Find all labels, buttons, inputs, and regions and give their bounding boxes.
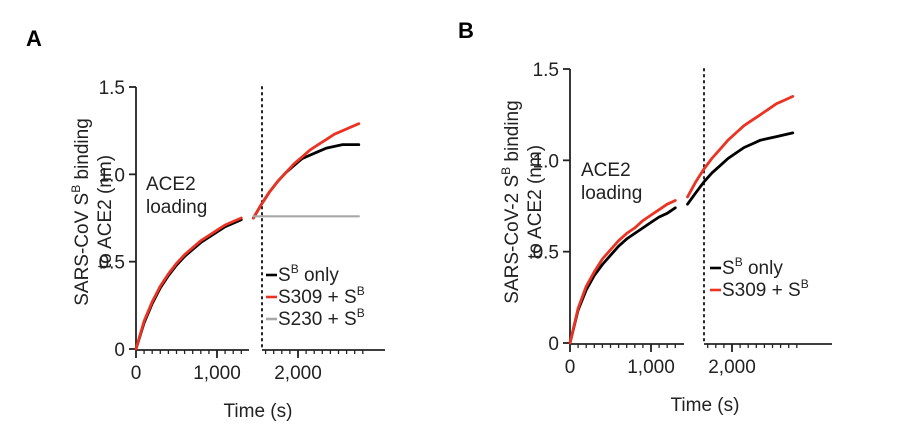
series-line-sb-only <box>251 143 361 220</box>
y-tick-label: 1.0 <box>99 165 125 186</box>
panel-b: B 0 0.5 1.0 1.5 0 1,000 2,000 Time (s) SARS-CoV-2… <box>458 18 832 416</box>
y-axis-title: SARS-CoV SB bindingto ACE2 (nm) <box>69 118 116 306</box>
x-tick-label: 1,000 <box>193 363 241 384</box>
series-line-s309-sb-loading- <box>568 199 677 345</box>
x-axis-title: Time (s) <box>671 395 740 416</box>
y-tick-label: 1.0 <box>533 151 559 172</box>
legend-label: S230 + SB <box>278 306 365 330</box>
panel-letter: A <box>26 26 42 51</box>
y-tick-label: 0 <box>548 334 559 355</box>
series-line-sb-only <box>686 131 795 206</box>
legend-label: S309 + SB <box>722 277 809 301</box>
series-line-sb-only-loading- <box>134 218 243 351</box>
series-line-s309-sb <box>251 122 361 220</box>
series-line-sb-only-loading- <box>568 206 677 345</box>
annotation-ace2-loading: ACE2 loading <box>581 160 642 204</box>
y-tick-label: 0.5 <box>99 253 125 274</box>
x-tick-label: 1,000 <box>627 357 675 378</box>
panel-a: A 0 0.5 1.0 1.5 0 1,000 2,000 Time (s) SARS-CoV S… <box>26 26 385 422</box>
x-tick-label: 2,000 <box>708 357 756 378</box>
series-line-s309-sb-loading- <box>134 216 243 351</box>
y-axis-title: SARS-CoV-2 SB bindingto ACE2 (nm) <box>499 100 546 303</box>
y-tick-label: 0 <box>114 340 125 361</box>
y-tick-label: 1.5 <box>533 60 559 81</box>
series-line-s309-sb <box>686 95 795 199</box>
panel-letter: B <box>458 18 474 43</box>
annotation-ace2-loading: ACE2 loading <box>146 174 207 218</box>
x-tick-label: 0 <box>131 363 142 384</box>
y-tick-label: 1.5 <box>99 78 125 99</box>
legend-label: SB only <box>278 262 339 286</box>
x-tick-label: 2,000 <box>274 363 322 384</box>
legend-label: S309 + SB <box>278 284 365 308</box>
x-axis-title: Time (s) <box>224 401 293 422</box>
x-tick-label: 0 <box>565 357 576 378</box>
y-tick-label: 0.5 <box>533 243 559 264</box>
legend-label: SB only <box>722 255 783 279</box>
